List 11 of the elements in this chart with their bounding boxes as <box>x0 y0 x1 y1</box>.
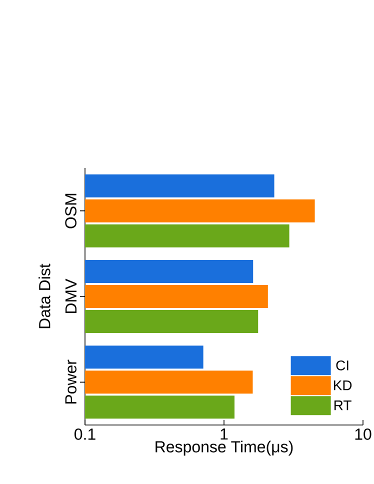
y-tick-label: DMV <box>65 278 76 313</box>
x-tick-label: 1 <box>220 428 228 440</box>
x-tick-label: 0.1 <box>74 428 96 440</box>
x-axis-title: Response Time(μs) <box>156 440 293 456</box>
y-tick-label: OSM <box>65 194 76 228</box>
legend-label: KD <box>334 380 352 390</box>
legend-label: RT <box>334 400 352 410</box>
y-axis-title: Data Dist <box>38 264 50 328</box>
legend-label: CI <box>336 360 348 370</box>
x-tick-label: 10 <box>355 428 372 440</box>
y-tick-label: Power <box>65 360 76 404</box>
